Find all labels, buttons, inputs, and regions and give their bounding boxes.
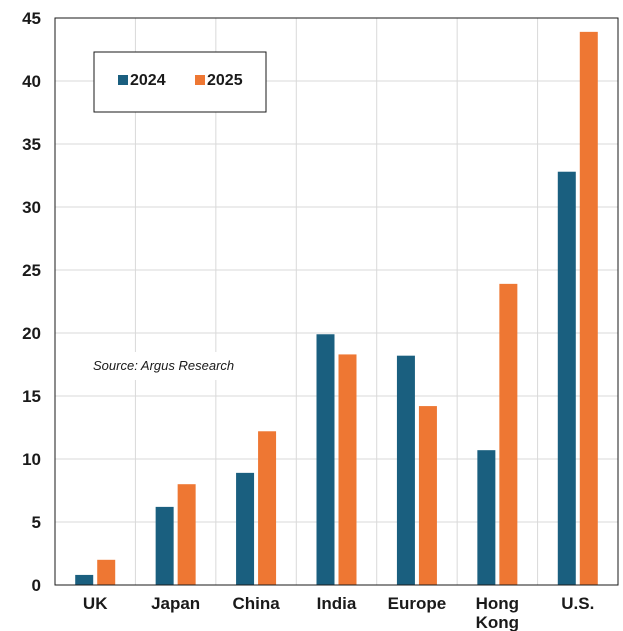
x-tick-label: India xyxy=(317,594,357,613)
x-tick-label: Europe xyxy=(388,594,447,613)
x-tick-label: China xyxy=(232,594,280,613)
bar-2024 xyxy=(477,450,496,585)
bars xyxy=(75,31,598,586)
y-tick-label: 45 xyxy=(22,9,41,28)
y-tick-label: 30 xyxy=(22,198,41,217)
legend-label-2024: 2024 xyxy=(130,72,166,89)
y-tick-label: 25 xyxy=(22,261,41,280)
bar-2025 xyxy=(338,354,357,585)
bar-2024 xyxy=(557,171,576,585)
bar-2025 xyxy=(418,406,437,585)
bar-2025 xyxy=(579,31,598,586)
annotation-background xyxy=(88,352,250,380)
legend: 2024 2025 xyxy=(93,51,267,113)
y-tick-label: 20 xyxy=(22,324,41,343)
bar-2025 xyxy=(258,431,277,585)
y-tick-label: 40 xyxy=(22,72,41,91)
plot-frame xyxy=(54,17,619,586)
legend-swatch-2025 xyxy=(195,75,205,85)
y-tick-label: 35 xyxy=(22,135,41,154)
bar-2025 xyxy=(97,559,116,585)
x-tick-label: Hong Kong xyxy=(476,594,519,631)
bar-2024 xyxy=(316,334,335,585)
x-tick-label: UK xyxy=(83,594,108,613)
y-tick-label: 5 xyxy=(32,513,41,532)
legend-swatch-2024 xyxy=(118,75,128,85)
bar-2024 xyxy=(75,574,94,585)
x-tick-label: Japan xyxy=(151,594,200,613)
y-axis-ticks: 0 5 10 15 20 25 30 35 40 45 xyxy=(22,9,41,595)
y-tick-label: 0 xyxy=(32,576,41,595)
bar-2024 xyxy=(236,472,255,585)
bar-2024 xyxy=(396,355,415,585)
bar-2025 xyxy=(177,484,196,585)
x-axis-ticks: UK Japan China India Europe Hong Kong U.S. xyxy=(83,594,594,631)
source-annotation: Source: Argus Research xyxy=(93,358,234,373)
y-tick-label: 15 xyxy=(22,387,41,406)
y-tick-label: 10 xyxy=(22,450,41,469)
bar-2025 xyxy=(499,283,518,585)
x-tick-label: U.S. xyxy=(561,594,594,613)
bar-2024 xyxy=(155,506,174,585)
legend-label-2025: 2025 xyxy=(207,72,243,89)
